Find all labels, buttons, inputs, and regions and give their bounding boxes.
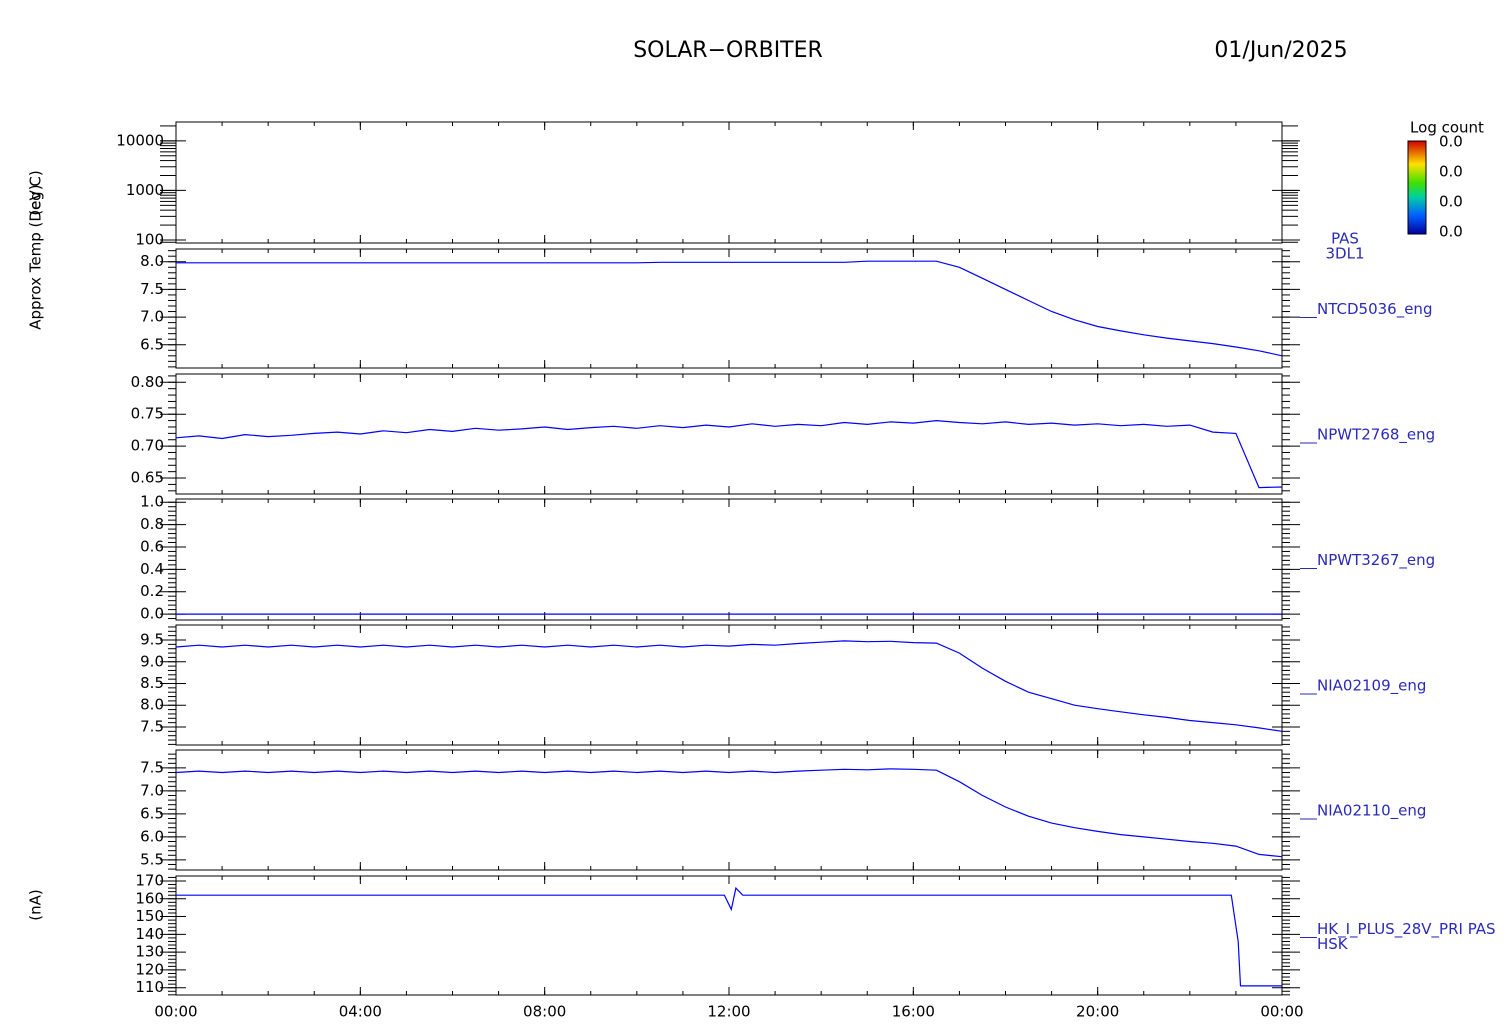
y-tick-label: 7.5: [140, 280, 164, 298]
y-tick-label: 8.5: [140, 674, 164, 692]
x-tick-label: 00:00: [154, 1003, 197, 1021]
y-tick-label: 0.65: [131, 469, 164, 487]
x-tick-label: 20:00: [1076, 1003, 1119, 1021]
y-tick-label: 8.0: [140, 696, 164, 714]
y-tick-label: 120: [135, 960, 164, 978]
y-tick-label: 1000: [126, 181, 164, 199]
y-tick-label: 100: [135, 231, 164, 249]
colorbar-label: 0.0: [1439, 163, 1463, 181]
x-tick-label: 00:00: [1260, 1003, 1303, 1021]
y-tick-label: 150: [135, 907, 164, 925]
y-tick-label: 0.6: [140, 537, 164, 555]
y-tick-label: 170: [135, 871, 164, 889]
y-tick-label: 140: [135, 925, 164, 943]
x-tick-label: 04:00: [339, 1003, 382, 1021]
y-tick-label: 6.0: [140, 827, 164, 845]
y-tick-label: 9.0: [140, 652, 164, 670]
y-tick-label: 0.8: [140, 515, 164, 533]
y-tick-label: 7.5: [140, 758, 164, 776]
y-tick-label: 6.5: [140, 804, 164, 822]
y-tick-label: 130: [135, 943, 164, 961]
panel-frame: [175, 121, 1283, 244]
panel-frame: [175, 624, 1283, 746]
colorbar-label: 0.0: [1439, 193, 1463, 211]
panel-label: 3DL1: [1326, 245, 1365, 263]
panel-label: HSK: [1317, 935, 1349, 953]
y-axis-label: (nA): [27, 889, 45, 920]
y-tick-label: 160: [135, 889, 164, 907]
data-line: [176, 886, 1282, 987]
x-tick-label: 12:00: [707, 1003, 750, 1021]
y-tick-label: 110: [135, 978, 164, 996]
y-tick-label: 0.4: [140, 560, 164, 578]
y-tick-label: 7.5: [140, 717, 164, 735]
y-tick-label: 0.0: [140, 605, 164, 623]
y-axis-label: Approx Temp (Deg C): [27, 170, 45, 330]
panel-label: PAS: [1331, 230, 1359, 248]
y-tick-label: 7.0: [140, 781, 164, 799]
y-tick-label: 1.0: [140, 493, 164, 511]
y-tick-label: 0.2: [140, 582, 164, 600]
panel-frame: [175, 498, 1283, 621]
y-tick-label: 10000: [116, 131, 164, 149]
y-tick-label: 6.5: [140, 335, 164, 353]
panel-frame: [175, 248, 1283, 369]
panel-label: NPWT3267_eng: [1317, 551, 1435, 570]
x-tick-label: 16:00: [892, 1003, 935, 1021]
y-tick-label: 9.5: [140, 631, 164, 649]
y-tick-label: 8.0: [140, 252, 164, 270]
panel-label: NPWT2768_eng: [1317, 426, 1435, 445]
panel-label: NTCD5036_eng: [1317, 300, 1432, 319]
title: SOLAR−ORBITER: [633, 38, 823, 63]
panel-frame: [175, 875, 1283, 996]
panel-label: HK_I_PLUS_28V_PRI PAS: [1317, 920, 1496, 939]
date: 01/Jun/2025: [1214, 38, 1347, 63]
y-tick-label: 7.0: [140, 308, 164, 326]
y-tick-label: 0.70: [131, 437, 164, 455]
colorbar-label: 0.0: [1439, 133, 1463, 151]
colorbar-label: 0.0: [1439, 223, 1463, 241]
panel-frame: [175, 373, 1283, 495]
panel-label: NIA02110_eng: [1317, 802, 1426, 821]
y-tick-label: 5.5: [140, 850, 164, 868]
data-line: [175, 768, 1283, 858]
y-tick-label: 0.75: [131, 405, 164, 423]
data-line: [175, 640, 1283, 732]
panel-frame: [175, 749, 1283, 871]
y-axis-label: (eV): [27, 184, 45, 215]
data-line: [175, 419, 1283, 489]
panel-label: NIA02109_eng: [1317, 677, 1426, 696]
data-line: [176, 260, 1283, 357]
colorbar: [1407, 140, 1427, 235]
colorbar-title: Log count: [1410, 119, 1484, 137]
y-tick-label: 0.80: [131, 373, 164, 391]
x-tick-label: 08:00: [523, 1003, 566, 1021]
